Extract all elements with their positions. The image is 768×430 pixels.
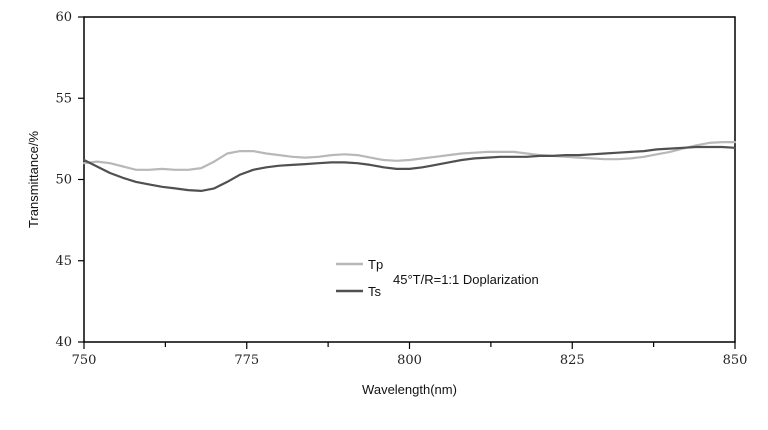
x-axis-title: Wavelength(nm): [362, 382, 457, 397]
y-tick-label: 60: [55, 10, 72, 25]
series-line-tp: [82, 141, 737, 171]
y-tick-label: 40: [55, 335, 72, 350]
x-tick-label: 750: [72, 353, 97, 368]
x-tick-label: 775: [234, 353, 259, 368]
legend-label-ts: Ts: [368, 284, 382, 299]
series-line-ts: [82, 145, 737, 192]
polarization-annotation: 45°T/R=1:1 Doplarization: [393, 272, 539, 287]
x-tick-label: 850: [723, 353, 748, 368]
y-tick-label: 50: [55, 173, 72, 188]
x-tick-label: 825: [560, 353, 585, 368]
legend-label-tp: Tp: [368, 257, 383, 272]
y-tick-label: 55: [55, 91, 72, 106]
y-tick-label: 45: [55, 254, 72, 269]
y-axis-title: Transmittance/%: [26, 131, 41, 228]
plot-frame: [83, 16, 736, 343]
x-tick-label: 800: [397, 353, 422, 368]
